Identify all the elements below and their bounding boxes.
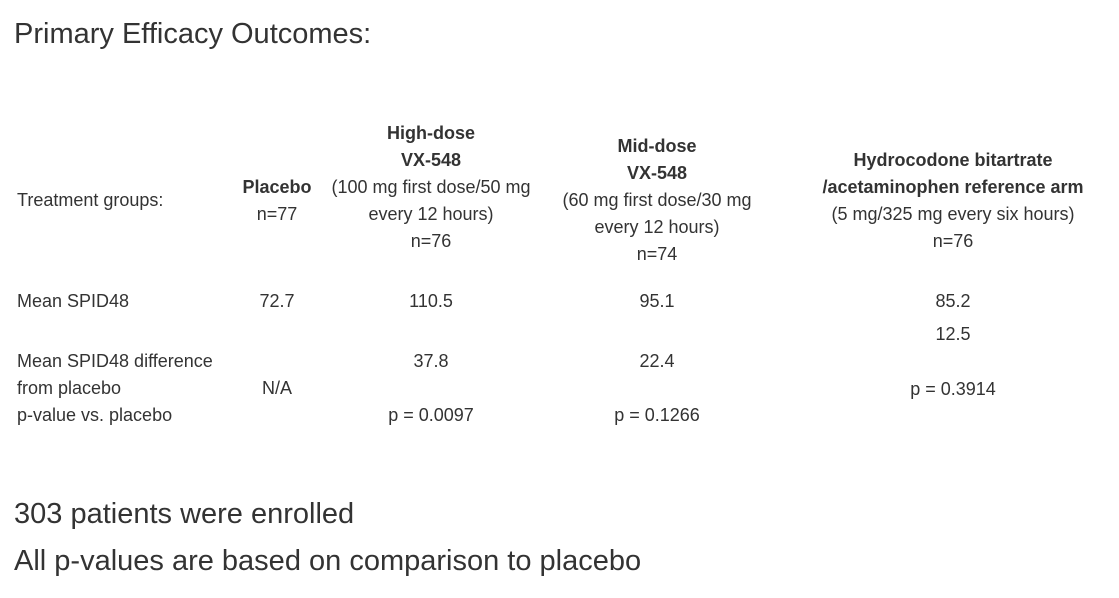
cell-mean-spid48-high-dose: 110.5 xyxy=(409,291,453,311)
column-header-reference-arm: Hydrocodone bitartrate /acetaminophen re… xyxy=(822,147,1083,255)
column-name-line2: VX-548 xyxy=(400,150,462,170)
row-label-mean-spid48: Mean SPID48 xyxy=(17,291,130,311)
column-header-placebo: Placebo n=77 xyxy=(242,174,311,228)
column-header-high-dose: High-dose VX-548 (100 mg first dose/50 m… xyxy=(331,120,530,255)
column-name-line2: /acetaminophen reference arm xyxy=(822,177,1084,197)
column-dose-line1: (60 mg first dose/30 mg xyxy=(562,190,752,210)
enrollment-note: 303 patients were enrolled xyxy=(14,498,355,530)
column-n: n=76 xyxy=(932,231,974,251)
column-n: n=74 xyxy=(636,244,678,264)
row-label-difference-line1: Mean SPID48 difference xyxy=(17,351,213,371)
cell-pvalue-high-dose: p = 0.0097 xyxy=(388,405,474,425)
cell-mean-spid48-reference-arm: 85.2 xyxy=(935,291,971,311)
cell-difference-high-dose: 37.8 xyxy=(413,351,449,371)
column-dose-line1: (100 mg first dose/50 mg xyxy=(331,177,531,197)
column-name-line1: High-dose xyxy=(387,123,475,143)
row-label-treatment-groups: Treatment groups: xyxy=(17,190,164,210)
column-n: n=76 xyxy=(410,231,452,251)
row-label-pvalue: p-value vs. placebo xyxy=(17,405,173,425)
column-name-line1: Hydrocodone bitartrate xyxy=(853,150,1053,170)
cell-difference-mid-dose: 22.4 xyxy=(639,351,675,371)
cell-pvalue-reference-arm: p = 0.3914 xyxy=(910,379,996,399)
pvalue-note: All p-values are based on comparison to … xyxy=(14,545,642,577)
column-dose-line2: every 12 hours) xyxy=(368,204,494,224)
cell-difference-reference-arm: 12.5 xyxy=(935,324,971,344)
column-header-mid-dose: Mid-dose VX-548 (60 mg first dose/30 mg … xyxy=(562,133,751,268)
column-name-line1: Mid-dose xyxy=(617,136,697,156)
cell-pvalue-mid-dose: p = 0.1266 xyxy=(614,405,700,425)
column-dose-line2: every 12 hours) xyxy=(594,217,720,237)
column-n: n=77 xyxy=(256,204,298,224)
column-name: Placebo xyxy=(242,177,312,197)
cell-mean-spid48-mid-dose: 95.1 xyxy=(639,291,675,311)
cell-na-placebo: N/A xyxy=(261,378,293,398)
page-title: Primary Efficacy Outcomes: xyxy=(14,18,372,50)
column-name-line2: VX-548 xyxy=(626,163,688,183)
row-label-difference-line2: from placebo xyxy=(17,378,122,398)
column-dose-line1: (5 mg/325 mg every six hours) xyxy=(831,204,1075,224)
cell-mean-spid48-placebo: 72.7 xyxy=(259,291,295,311)
